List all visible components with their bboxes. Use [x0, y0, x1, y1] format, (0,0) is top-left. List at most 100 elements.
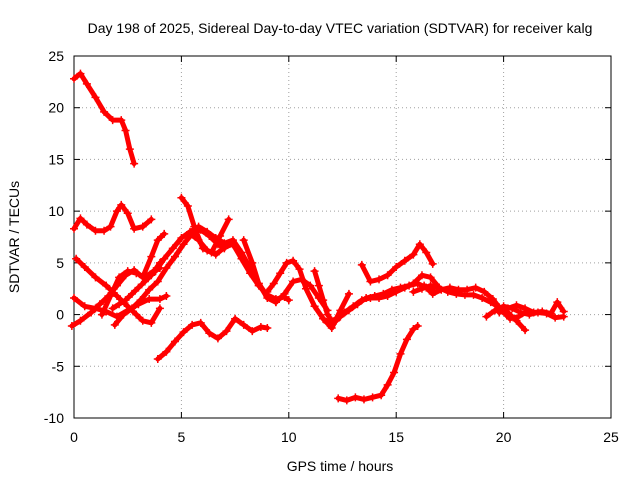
data-point [95, 300, 104, 309]
data-point [437, 285, 446, 294]
data-point [551, 313, 560, 322]
data-point [248, 258, 257, 267]
data-point [100, 226, 109, 235]
data-point [115, 273, 124, 282]
data-point [70, 74, 78, 83]
y-tick-label: 20 [48, 100, 64, 116]
data-point [271, 298, 280, 307]
data-point [239, 320, 248, 329]
data-point [138, 222, 147, 231]
data-point [67, 321, 76, 330]
data-point [80, 262, 89, 271]
data-point [344, 289, 353, 298]
y-tick-label: 25 [48, 48, 64, 64]
data-point [553, 298, 562, 307]
data-point [366, 277, 375, 286]
data-point [383, 380, 392, 389]
axis-ticks: 0 5 10 15 20 25 -10 -5 0 5 10 15 20 25 [44, 48, 619, 445]
data-point [409, 250, 418, 259]
data-point [521, 304, 530, 313]
data-point [112, 207, 121, 216]
data-point [76, 316, 85, 325]
data-point [168, 244, 177, 253]
data-point [91, 226, 100, 235]
x-tick-label: 25 [603, 429, 619, 445]
data-point [516, 308, 525, 317]
data-point [205, 329, 214, 338]
y-axis-label: SDTVAR / TECUs [6, 181, 22, 293]
data-point [396, 283, 405, 292]
data-point [106, 222, 115, 231]
data-point [147, 271, 156, 280]
data-point [179, 328, 188, 337]
data-point [334, 394, 343, 403]
y-tick-label: 0 [56, 307, 64, 323]
data-point [153, 355, 162, 364]
data-point [145, 295, 154, 304]
y-tick-label: -5 [52, 358, 65, 374]
data-point [306, 281, 315, 290]
data-point [108, 304, 117, 313]
data-point [521, 326, 530, 335]
data-point [110, 320, 119, 329]
chart-title: Day 198 of 2025, Sidereal Day-to-day VTE… [88, 20, 593, 36]
data-point [405, 281, 414, 290]
data-point [428, 289, 437, 298]
data-point [194, 236, 203, 245]
data-point [512, 301, 521, 310]
data-point [426, 273, 435, 282]
data-point [239, 236, 248, 245]
data-point [289, 256, 298, 265]
data-point [72, 254, 81, 263]
data-point [323, 310, 332, 319]
data-point [136, 296, 145, 305]
data-point [123, 209, 132, 218]
data-point [211, 250, 220, 259]
data-point [188, 320, 197, 329]
data-point [106, 291, 115, 300]
data-point [132, 310, 141, 319]
data-point [357, 260, 366, 269]
data-point [284, 296, 293, 305]
data-point [153, 236, 162, 245]
data-point [417, 271, 426, 280]
data-point [409, 325, 418, 334]
data-point [97, 310, 106, 319]
series-track-18 [335, 323, 421, 403]
data-point [559, 307, 568, 316]
data-point [183, 201, 192, 210]
data-point [263, 287, 272, 296]
data-point [314, 281, 323, 290]
data-series [67, 69, 568, 405]
data-point [177, 193, 186, 202]
data-point [119, 310, 128, 319]
data-point [196, 318, 205, 327]
data-point [392, 262, 401, 271]
data-point [327, 320, 336, 329]
data-point [179, 240, 188, 249]
data-point [162, 264, 171, 273]
data-point [344, 306, 353, 315]
data-point [185, 229, 194, 238]
data-point [295, 265, 304, 274]
data-point [138, 316, 147, 325]
data-point [351, 393, 360, 402]
data-point [506, 314, 515, 323]
data-point [409, 287, 418, 296]
data-point [203, 246, 212, 255]
data-point [310, 267, 319, 276]
data-point [353, 300, 362, 309]
data-point [82, 220, 91, 229]
data-point [263, 324, 272, 333]
data-point [420, 281, 429, 290]
grid [74, 56, 611, 418]
data-point [402, 335, 411, 344]
data-point [445, 283, 454, 292]
data-point [463, 285, 472, 294]
series-track-17 [359, 241, 436, 284]
data-point [289, 277, 298, 286]
data-point [422, 248, 431, 257]
y-tick-label: 10 [48, 203, 64, 219]
data-point [362, 294, 371, 303]
data-point [400, 256, 409, 265]
